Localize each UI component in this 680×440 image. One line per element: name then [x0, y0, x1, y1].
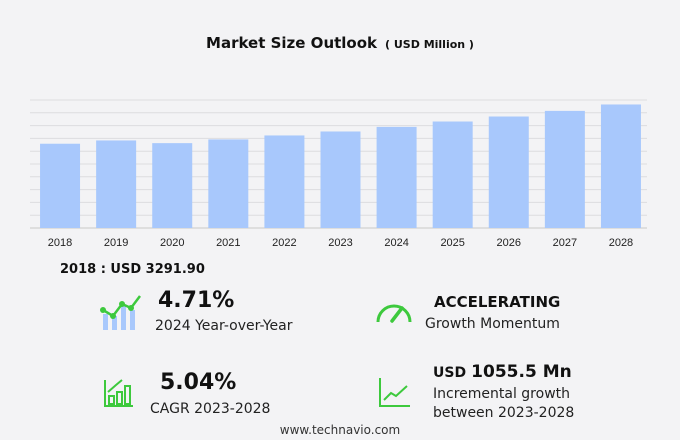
- base-year-value: 2018 : USD 3291.90: [60, 262, 205, 277]
- incremental-label-1: Incremental growth: [433, 386, 571, 402]
- unit-label: ( USD Million ): [385, 38, 474, 51]
- momentum-label: Growth Momentum: [425, 316, 560, 332]
- yoy-label: 2024 Year-over-Year: [155, 318, 293, 334]
- bar-2022: [264, 135, 305, 228]
- momentum-value: ACCELERATING: [434, 293, 561, 311]
- x-tick-label: 2027: [553, 237, 577, 249]
- x-tick-label: 2022: [272, 237, 296, 249]
- bar-2019: [96, 140, 137, 228]
- x-tick-label: 2020: [160, 237, 184, 249]
- x-tick-label: 2018: [48, 237, 72, 249]
- growth-chart-icon: [100, 295, 141, 330]
- line-growth-icon: [379, 378, 410, 407]
- cagr-value: 5.04%: [160, 370, 237, 395]
- x-tick-label: 2023: [328, 237, 352, 249]
- x-tick-label: 2028: [609, 237, 633, 249]
- bar-2025: [432, 121, 473, 228]
- incremental-amount: 1055.5 Mn: [471, 362, 572, 382]
- bar-2021: [208, 139, 249, 228]
- currency-prefix: USD: [433, 365, 467, 381]
- bar-2026: [488, 116, 529, 228]
- bar-2027: [544, 110, 585, 228]
- incremental-value: USD 1055.5 Mn: [433, 362, 572, 382]
- yoy-value: 4.71%: [158, 288, 235, 313]
- cagr-label: CAGR 2023-2028: [150, 401, 271, 417]
- x-tick-label: 2025: [440, 237, 464, 249]
- bar-2020: [152, 143, 193, 228]
- x-tick-label: 2019: [104, 237, 128, 249]
- x-tick-label: 2024: [384, 237, 408, 249]
- bar-2018: [40, 143, 81, 228]
- chart-title: Market Size Outlook ( USD Million ): [0, 34, 680, 52]
- bar-2024: [376, 126, 417, 228]
- title-text: Market Size Outlook: [206, 34, 378, 52]
- bar-2023: [320, 131, 361, 228]
- x-tick-label: 2021: [216, 237, 240, 249]
- bar-chart: 2018 2019 2020 2021 2022 2023 2024 2025 2026 2027…: [30, 99, 647, 249]
- footer-url: www.technavio.com: [279, 423, 401, 437]
- bar-2028: [600, 104, 641, 228]
- bar-growth-icon: [104, 379, 133, 407]
- incremental-label-2: between 2023-2028: [433, 405, 575, 421]
- x-tick-label: 2026: [497, 237, 521, 249]
- speedometer-icon: [376, 304, 412, 323]
